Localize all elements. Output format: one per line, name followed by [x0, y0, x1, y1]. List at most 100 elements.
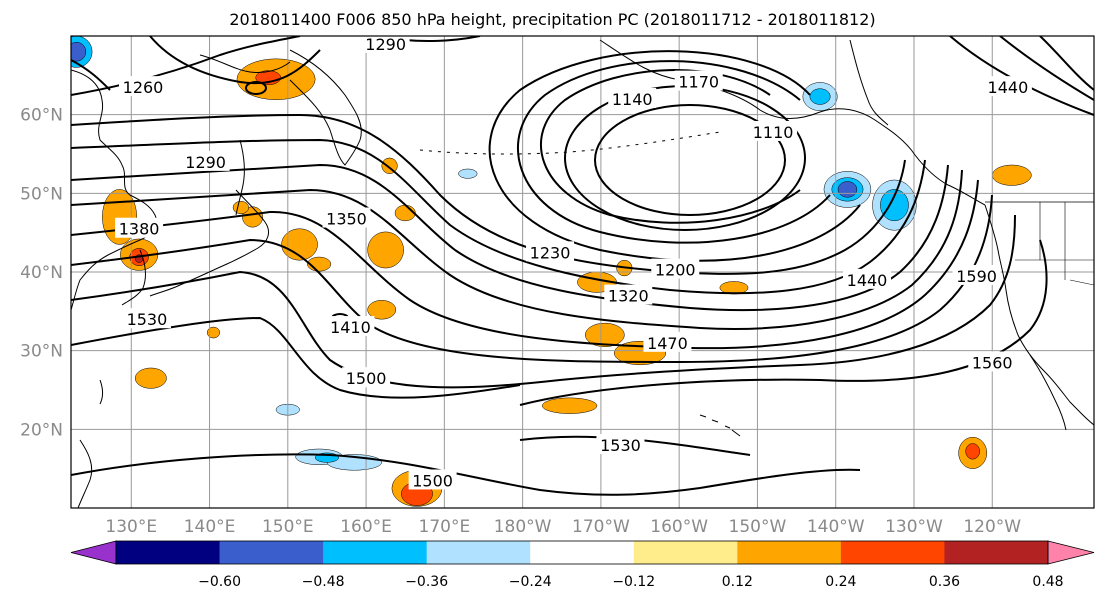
colorbar-outline [115, 540, 1049, 565]
precip-region [367, 300, 397, 320]
contour-label: 1290 [185, 153, 226, 172]
hawaii-islands [699, 414, 741, 437]
colorbar-segment [219, 541, 324, 564]
contour-label: 1440 [847, 271, 888, 290]
precip-region [965, 443, 980, 460]
contour-label: 1410 [330, 318, 371, 337]
contour-line [71, 316, 521, 399]
colorbar-segment [426, 541, 531, 564]
lon-tick-label: 130°W [885, 517, 943, 537]
lat-tick-label: 30°N [20, 342, 63, 362]
contour-label: 1290 [365, 35, 406, 54]
lon-tick-label: 180°W [494, 517, 552, 537]
lon-tick-label: 140°E [184, 517, 236, 537]
contour-label-bg [322, 207, 371, 228]
precip-region [991, 164, 1032, 186]
contour-line [71, 194, 993, 364]
philippines [77, 439, 93, 508]
taiwan [99, 379, 104, 405]
contour-line [699, 468, 861, 489]
contour-label-bg [342, 367, 391, 388]
contour-label-bg [843, 268, 892, 289]
contour-line [149, 36, 321, 85]
asia-coastline [71, 69, 157, 311]
north-america-coastline [984, 204, 1094, 426]
lon-tick-label: 160°W [650, 517, 708, 537]
contour-label-bg [968, 351, 1017, 372]
contour-label: 1170 [678, 73, 719, 92]
contour-label-bg [749, 120, 798, 141]
contour-line [71, 214, 1016, 389]
precip-region [367, 231, 404, 269]
precip-region [880, 189, 909, 222]
lon-tick-label: 130°E [105, 517, 157, 537]
lat-tick-label: 60°N [20, 106, 63, 126]
contour-label: 1590 [956, 267, 997, 286]
precip-region [134, 367, 167, 389]
lon-tick-label: 170°W [572, 517, 630, 537]
contour-label-bg [526, 241, 575, 262]
contour-label-bg [608, 87, 657, 108]
contour-line [71, 163, 949, 312]
lat-tick-label: 20°N [20, 420, 63, 440]
precip-region [584, 322, 625, 347]
lon-tick-label: 160°E [340, 517, 392, 537]
colorbar-tick-label: −0.60 [198, 574, 241, 590]
contour-label: 1320 [608, 287, 649, 306]
precip-region [232, 200, 249, 215]
precip-region [242, 206, 264, 228]
contour-line [71, 113, 906, 275]
precip-region [281, 228, 318, 261]
colorbar-segment [116, 541, 221, 564]
colorbar-tick-label: 0.12 [722, 574, 753, 590]
contour-label: 1470 [647, 334, 688, 353]
contour-label: 1530 [127, 310, 168, 329]
precip-region [809, 88, 831, 105]
precip-region [381, 157, 398, 174]
precip-region [206, 326, 220, 339]
aleutian-islands [419, 131, 721, 155]
lon-tick-label: 170°E [419, 517, 471, 537]
contour-line [71, 179, 979, 350]
colorbar-tick-label: 0.36 [929, 574, 960, 590]
colorbar-segment [323, 541, 428, 564]
contour-label-bg [181, 150, 230, 171]
contour-label-bg [952, 264, 1001, 285]
contour-label-bg [326, 316, 375, 337]
colorbar-segment [944, 541, 1049, 564]
lon-tick-label: 150°W [729, 517, 787, 537]
alaska-panhandle [849, 39, 889, 126]
lon-tick-label: 120°W [963, 517, 1021, 537]
colorbar-segment [530, 541, 635, 564]
contour-label-bg [361, 36, 410, 53]
contour-label: 1500 [412, 471, 453, 490]
contour-label: 1140 [612, 90, 653, 109]
baja-california [1029, 354, 1067, 431]
contour-line [71, 36, 301, 96]
colorbar: −0.60 −0.48 −0.36 −0.24 −0.12 0.12 0.24 0.36 0.4… [70, 540, 1095, 590]
contour-label-bg [115, 217, 164, 238]
colorbar-segment [633, 541, 738, 564]
contour-label: 1260 [123, 78, 164, 97]
us-state-borders [1015, 202, 1094, 286]
korea-coastline [121, 249, 147, 306]
japan-coastline [149, 189, 269, 297]
lon-tick-label: 150°E [262, 517, 314, 537]
contour-label: 1110 [753, 123, 794, 142]
lon-tick-label: 140°W [807, 517, 865, 537]
contour-line [517, 60, 831, 244]
colorbar-extend-high [1047, 540, 1095, 565]
contour-line [71, 138, 926, 295]
precip-region [71, 42, 87, 62]
precip-region [458, 168, 478, 179]
contour-line [71, 169, 963, 330]
contour-label: 1200 [655, 261, 696, 280]
colorbar-tick-label: −0.12 [612, 574, 655, 590]
precip-region [541, 397, 598, 414]
colorbar-tick-label: −0.48 [302, 574, 345, 590]
contour-label: 1230 [530, 243, 571, 262]
kamchatka-coastline [289, 49, 362, 166]
precip-region [394, 204, 416, 222]
contour-label: 1380 [119, 220, 160, 239]
colorbar-tick-label: 0.48 [1032, 574, 1063, 590]
